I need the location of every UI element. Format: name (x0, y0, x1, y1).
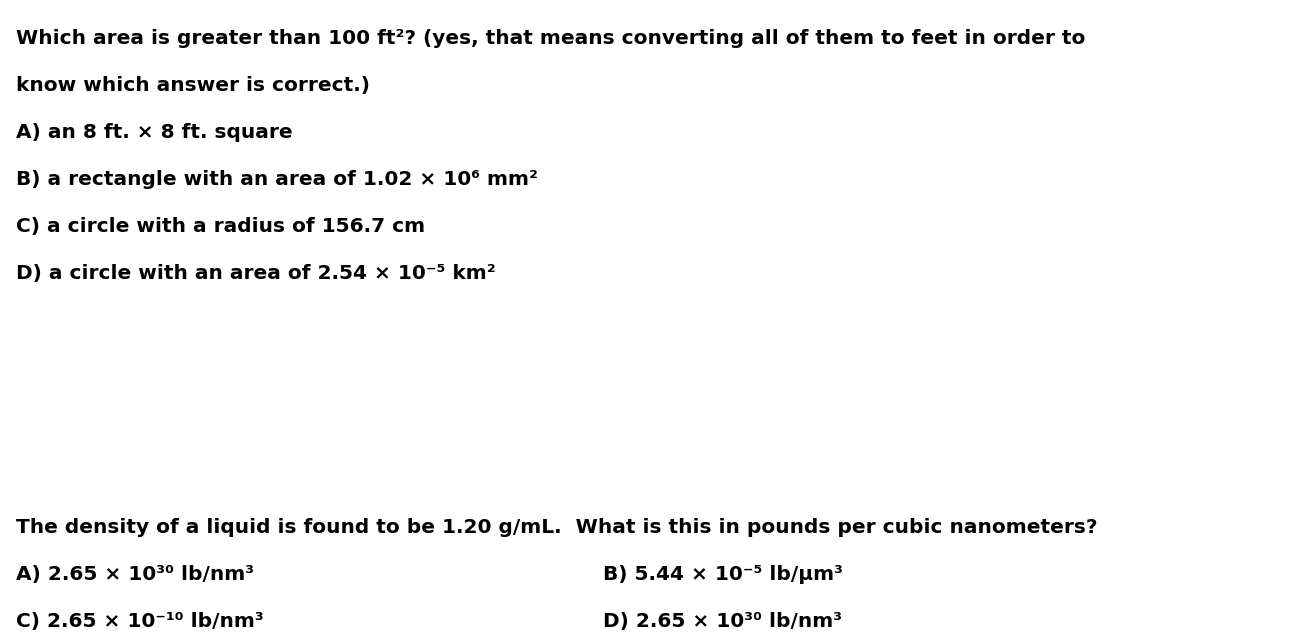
Text: Which area is greater than 100 ft²? (yes, that means converting all of them to f: Which area is greater than 100 ft²? (yes… (16, 29, 1085, 48)
Text: know which answer is correct.): know which answer is correct.) (16, 76, 369, 95)
Text: C) 2.65 × 10⁻¹⁰ lb/nm³: C) 2.65 × 10⁻¹⁰ lb/nm³ (16, 612, 263, 632)
Text: D) a circle with an area of 2.54 × 10⁻⁵ km²: D) a circle with an area of 2.54 × 10⁻⁵ … (16, 264, 495, 283)
Text: D) 2.65 × 10³⁰ lb/nm³: D) 2.65 × 10³⁰ lb/nm³ (603, 612, 842, 632)
Text: C) a circle with a radius of 156.7 cm: C) a circle with a radius of 156.7 cm (16, 217, 425, 236)
Text: A) 2.65 × 10³⁰ lb/nm³: A) 2.65 × 10³⁰ lb/nm³ (16, 565, 254, 585)
Text: B) a rectangle with an area of 1.02 × 10⁶ mm²: B) a rectangle with an area of 1.02 × 10… (16, 170, 538, 189)
Text: A) an 8 ft. × 8 ft. square: A) an 8 ft. × 8 ft. square (16, 123, 292, 142)
Text: B) 5.44 × 10⁻⁵ lb/μm³: B) 5.44 × 10⁻⁵ lb/μm³ (603, 565, 842, 585)
Text: The density of a liquid is found to be 1.20 g/mL.  What is this in pounds per cu: The density of a liquid is found to be 1… (16, 518, 1096, 538)
